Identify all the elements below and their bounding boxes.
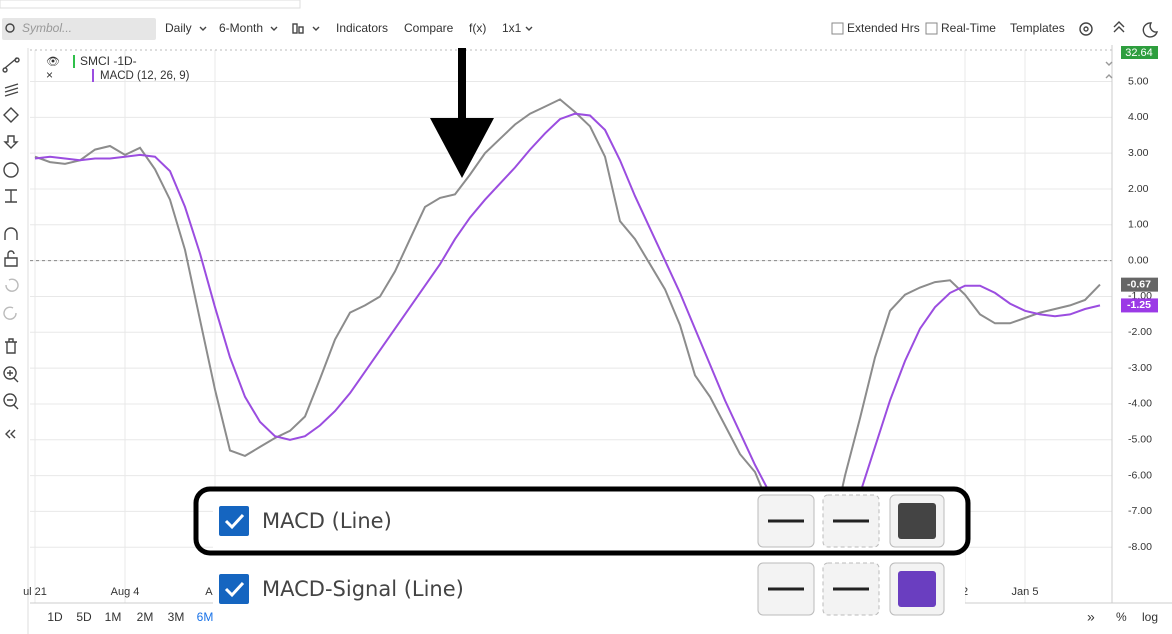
color-swatch [898,503,936,539]
close-indicator[interactable]: × [46,68,53,82]
axis-layer: 5.004.003.002.001.000.00-1.00-2.00-3.00-… [23,75,1158,598]
checkmark [224,513,245,530]
y-tick-label: -3.00 [1128,362,1152,374]
redo-button[interactable] [3,306,17,320]
y-tick-label: 2.00 [1128,183,1149,195]
zoom-out-button[interactable] [3,393,19,410]
y-tick-label: -4.00 [1128,398,1152,410]
highlight-box [193,486,971,556]
lock-tool[interactable] [4,250,18,267]
y-tick-label: 4.00 [1128,111,1149,123]
fib-tool[interactable] [4,83,19,97]
annotation-tool[interactable] [3,135,19,149]
compare-button[interactable]: Compare [404,21,454,35]
last-value-label: -1.25 [1127,299,1151,311]
templates-button[interactable]: Templates [1010,21,1065,35]
zoom-in-button[interactable] [3,366,19,383]
annotation-arrow [430,48,494,178]
color-swatch [898,571,936,607]
toolbar: Symbol... Daily 6-Month Indicators Compa… [0,0,1158,40]
plot-area [34,98,1101,570]
position-tool[interactable] [5,189,17,203]
x-tick-label: Aug 4 [111,586,140,598]
collapse-toolbar[interactable] [5,429,16,439]
percent-button[interactable]: % [1116,610,1127,624]
indicator-color [92,69,94,82]
y-tick-label: -2.00 [1128,326,1152,338]
indicator-legend: MACD (12, 26, 9) [100,70,190,82]
period-button[interactable]: 6M [197,610,214,624]
period-button[interactable]: 3M [168,610,185,624]
range-button[interactable]: 6-Month [219,21,263,35]
symbol-input[interactable] [2,18,156,40]
last-value-label: -0.67 [1127,278,1151,290]
search-icon [5,23,15,33]
layout-button[interactable]: 1x1 [502,21,522,35]
row-label: MACD (Line) [262,509,392,533]
extended-hours-label: Extended Hrs [847,21,920,35]
scroll-button[interactable]: » [1087,609,1095,625]
left-toolbar [2,48,29,634]
collapse-button[interactable] [1113,21,1125,33]
symbol-placeholder: Symbol... [22,21,72,35]
y-tick-label: 1.00 [1128,219,1149,231]
row-label: MACD-Signal (Line) [262,577,464,601]
real-time-checkbox[interactable] [925,22,938,35]
symbol-legend: SMCI -1D- [80,54,137,68]
legend: 👁 SMCI -1D- × MACD (12, 26, 9) 32.64 [46,46,1158,82]
y-tick-label: 5.00 [1128,75,1149,87]
price-tag-label: 32.64 [1125,47,1153,59]
log-button[interactable]: log [1142,610,1158,624]
series-line [34,98,1101,570]
y-tick-label: -5.00 [1128,434,1152,446]
checkmark [224,581,245,598]
trendline-tool[interactable] [2,57,20,73]
eye-icon[interactable]: 👁 [46,56,60,68]
delete-button[interactable] [5,338,17,354]
shape-tool[interactable] [3,107,19,123]
y-tick-label: -7.00 [1128,505,1152,517]
settings-button[interactable] [1079,22,1093,36]
magnet-tool[interactable] [4,227,18,240]
y-tick-label: -6.00 [1128,469,1152,481]
chevron [199,26,207,31]
fx-button[interactable]: f(x) [469,21,486,35]
real-time-label: Real-Time [941,21,996,35]
measure-tool[interactable] [3,162,19,178]
series-line [34,112,1101,559]
chevron [270,26,278,31]
period-button[interactable]: 5D [76,610,92,624]
x-tick-label: Jan 5 [1012,586,1039,598]
arrow-head [430,118,494,178]
last-value-tag [1121,298,1158,313]
row-checkbox[interactable] [219,574,249,604]
top-strip [0,0,301,9]
x-tick-label: ul 21 [23,586,47,598]
period-button[interactable]: 2M [137,610,154,624]
price-tag [1121,46,1158,59]
y-tick-label: 0.00 [1128,254,1149,266]
chevron [525,26,533,31]
period-button[interactable]: 1M [105,610,122,624]
interval-button[interactable]: Daily [165,21,192,35]
theme-button[interactable] [1142,22,1158,38]
symbol-color [73,55,75,68]
row-checkbox[interactable] [219,506,249,536]
bottom-bar: » % log 1D 5D 1M 2M 3M 6M [47,609,1158,625]
last-value-tag [1121,277,1158,292]
pane-arrows[interactable] [1105,61,1113,79]
y-tick-label: 3.00 [1128,147,1149,159]
undo-button[interactable] [5,278,19,292]
indicators-button[interactable]: Indicators [336,21,388,35]
extended-hours-checkbox[interactable] [831,22,844,35]
period-button[interactable]: 1D [47,610,63,624]
y-tick-label: -8.00 [1128,541,1152,553]
chart-style-button[interactable] [292,23,320,34]
